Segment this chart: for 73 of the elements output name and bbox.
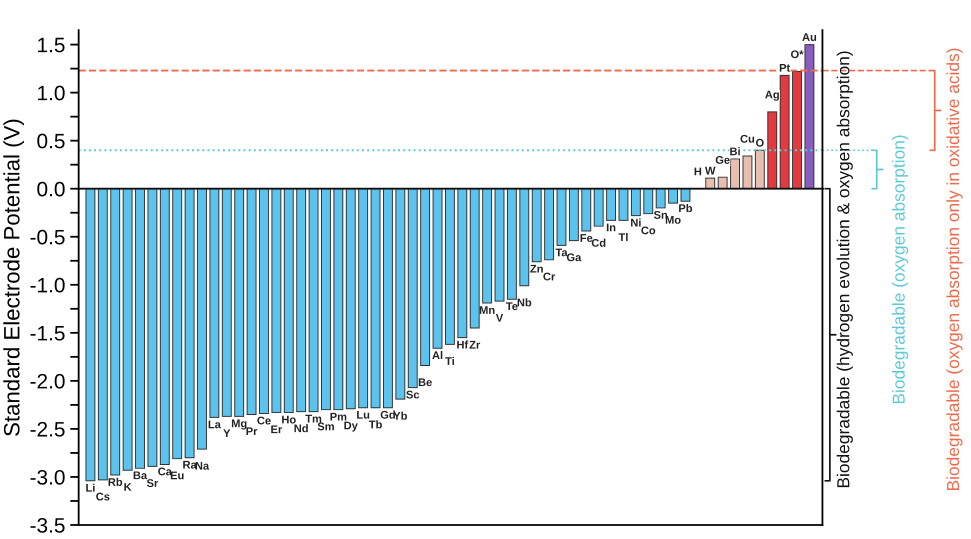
x-tick-label: Na (196, 462, 210, 470)
x-tick-label: Cr (543, 272, 556, 280)
y-tick-label: -3.5 (30, 518, 65, 533)
x-tick-label: Ni (631, 218, 641, 226)
x-tick-label: Sc (406, 390, 420, 399)
x-tick-label: Tm (305, 414, 322, 422)
x-tick-label: Pm (330, 412, 346, 421)
y-tick-label: -0.5 (30, 230, 65, 245)
x-tick-label: O* (790, 50, 804, 58)
y-tick-label: 0.5 (37, 134, 65, 148)
ref-line-label: Biodegradable (hydrogen evolution & oxygen absorption) (836, 51, 853, 488)
y-tick-label: 1.5 (38, 38, 65, 52)
x-tick-label: H (694, 168, 702, 176)
x-tick-label: Li (86, 484, 95, 492)
x-tick-label: Cd (592, 238, 606, 247)
y-tick-label: -2.5 (30, 422, 65, 437)
ref-line-label: Biodegradable (oxygen absorption only in oxidative acids) (946, 48, 963, 490)
x-tick-label: Ca (158, 468, 172, 476)
y-tick-label: -1.0 (30, 278, 65, 293)
x-tick-label: Bi (730, 147, 740, 156)
x-tick-label: Sr (146, 479, 158, 488)
x-tick-label: Eu (170, 472, 184, 480)
x-tick-label: Pb (679, 204, 692, 212)
x-tick-label: Cs (96, 492, 110, 500)
x-tick-label: Nb (518, 298, 532, 306)
x-tick-label: W (705, 166, 716, 174)
x-tick-label: Pt (780, 64, 790, 72)
x-tick-label: Ce (257, 416, 271, 424)
x-tick-label: Fe (580, 234, 592, 242)
x-tick-label: Mn (480, 306, 494, 314)
y-tick-label: -1.5 (30, 326, 65, 341)
x-tick-label: K (124, 483, 132, 491)
x-tick-label: V (496, 314, 504, 322)
x-tick-label: Au (802, 33, 816, 42)
y-tick-label: 0.0 (37, 182, 65, 196)
x-tick-label: Lu (357, 410, 370, 419)
x-tick-label: Rb (108, 478, 122, 486)
x-tick-label: Y (223, 429, 230, 437)
y-tick-label: -3.0 (30, 470, 65, 485)
x-tick-label: Te (506, 302, 518, 310)
x-tick-label: Er (271, 425, 282, 434)
y-tick-label: -2.0 (30, 374, 65, 389)
x-tick-label: Cu (740, 134, 754, 143)
x-tick-label: Ga (566, 253, 582, 262)
x-tick-label: Al (432, 350, 442, 360)
x-tick-label: Yb (393, 412, 407, 420)
x-tick-label: Nd (294, 424, 308, 432)
x-tick-label: In (606, 224, 616, 232)
x-tick-label: Tb (368, 420, 382, 428)
x-tick-label: Ag (765, 90, 779, 101)
x-tick-label: Ba (134, 471, 148, 480)
x-tick-label: Ta (556, 248, 568, 256)
x-tick-label: Mo (666, 216, 681, 224)
x-tick-label: Zr (469, 340, 480, 349)
x-tick-label: Dy (344, 422, 358, 432)
x-tick-label: Ho (282, 416, 296, 424)
y-axis-title: Standard Electrode Potential (V) (3, 120, 24, 436)
x-tick-label: Pr (246, 427, 258, 436)
x-tick-label: Hf (457, 340, 468, 348)
x-tick-label: Sm (318, 422, 334, 430)
x-tick-label: Gd (380, 410, 395, 419)
x-tick-label: O (756, 138, 764, 147)
x-tick-label: Ge (716, 156, 730, 164)
x-tick-label: Zn (530, 264, 543, 273)
x-tick-label: Tl (618, 232, 628, 241)
x-tick-label: Co (641, 226, 656, 234)
y-tick-label: 1.0 (38, 86, 65, 100)
x-tick-label: Ti (445, 356, 454, 365)
x-tick-label: Be (418, 378, 432, 386)
x-tick-label: Ra (183, 460, 197, 469)
ref-line-label: Biodegradable (oxygen absorption) (892, 135, 908, 404)
x-tick-label: Mg (232, 420, 246, 430)
x-tick-label: La (208, 420, 221, 428)
